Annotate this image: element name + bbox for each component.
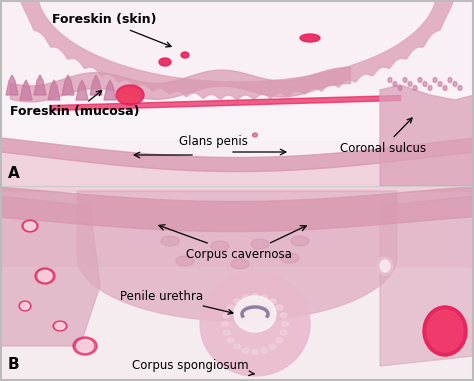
Ellipse shape: [21, 303, 29, 309]
Ellipse shape: [281, 253, 299, 263]
Ellipse shape: [280, 330, 287, 335]
Ellipse shape: [181, 52, 189, 58]
Polygon shape: [380, 85, 474, 186]
Ellipse shape: [423, 306, 467, 356]
Ellipse shape: [291, 236, 309, 246]
Ellipse shape: [211, 241, 229, 251]
Ellipse shape: [19, 301, 31, 311]
Ellipse shape: [393, 82, 397, 86]
Ellipse shape: [234, 344, 241, 349]
Ellipse shape: [458, 85, 462, 91]
Ellipse shape: [377, 257, 393, 275]
Ellipse shape: [251, 239, 269, 249]
Ellipse shape: [448, 77, 452, 83]
Bar: [0, 90, 474, 140]
Ellipse shape: [388, 77, 392, 83]
Text: B: B: [8, 357, 19, 372]
Ellipse shape: [413, 85, 417, 91]
Ellipse shape: [403, 77, 407, 83]
Ellipse shape: [38, 271, 52, 282]
Bar: [0, 0, 474, 186]
Polygon shape: [77, 191, 397, 321]
Ellipse shape: [53, 321, 67, 331]
Ellipse shape: [242, 295, 249, 300]
Ellipse shape: [423, 82, 427, 86]
Ellipse shape: [398, 85, 402, 91]
Ellipse shape: [200, 272, 310, 376]
Ellipse shape: [252, 293, 258, 298]
Text: Corpus spongiosum: Corpus spongiosum: [132, 360, 254, 376]
Ellipse shape: [22, 220, 38, 232]
Ellipse shape: [428, 85, 432, 91]
Ellipse shape: [227, 305, 234, 310]
Ellipse shape: [280, 313, 287, 318]
Ellipse shape: [276, 338, 283, 343]
Ellipse shape: [443, 85, 447, 91]
Ellipse shape: [300, 34, 320, 42]
Ellipse shape: [453, 82, 457, 86]
Polygon shape: [6, 75, 18, 95]
Ellipse shape: [223, 313, 230, 318]
Text: Foreskin (mucosa): Foreskin (mucosa): [10, 91, 139, 118]
Ellipse shape: [161, 236, 179, 246]
Ellipse shape: [221, 322, 228, 327]
Text: Corpus cavernosa: Corpus cavernosa: [186, 248, 292, 261]
Ellipse shape: [261, 295, 268, 300]
Ellipse shape: [427, 310, 463, 352]
Polygon shape: [20, 80, 32, 100]
Ellipse shape: [276, 305, 283, 310]
Ellipse shape: [433, 77, 437, 83]
Ellipse shape: [55, 322, 65, 330]
Ellipse shape: [77, 340, 93, 352]
Ellipse shape: [234, 299, 241, 304]
Text: Glans penis: Glans penis: [179, 135, 247, 148]
Ellipse shape: [176, 256, 194, 266]
Polygon shape: [0, 196, 100, 346]
Polygon shape: [48, 80, 60, 100]
Ellipse shape: [438, 82, 442, 86]
Ellipse shape: [159, 58, 171, 66]
Ellipse shape: [227, 338, 234, 343]
Text: A: A: [8, 166, 20, 181]
Ellipse shape: [261, 348, 268, 353]
Bar: [0, 186, 474, 381]
Ellipse shape: [119, 88, 141, 102]
Ellipse shape: [269, 299, 276, 304]
Ellipse shape: [242, 348, 249, 353]
Polygon shape: [34, 75, 46, 95]
Ellipse shape: [24, 222, 36, 230]
Polygon shape: [62, 75, 74, 95]
Ellipse shape: [252, 349, 258, 354]
Ellipse shape: [231, 259, 249, 269]
Ellipse shape: [269, 344, 276, 349]
Polygon shape: [76, 80, 88, 100]
Ellipse shape: [418, 77, 422, 83]
Ellipse shape: [73, 337, 97, 355]
Text: Coronal sulcus: Coronal sulcus: [340, 118, 426, 155]
Text: Foreskin (skin): Foreskin (skin): [52, 13, 171, 47]
Ellipse shape: [223, 330, 230, 335]
Ellipse shape: [408, 82, 412, 86]
Polygon shape: [19, 0, 455, 99]
Polygon shape: [90, 75, 102, 95]
Ellipse shape: [380, 260, 390, 272]
Ellipse shape: [253, 133, 257, 137]
Ellipse shape: [282, 322, 289, 327]
Polygon shape: [104, 80, 116, 100]
Text: Penile urethra: Penile urethra: [120, 290, 233, 314]
Ellipse shape: [116, 85, 144, 105]
Polygon shape: [380, 196, 474, 366]
Ellipse shape: [35, 268, 55, 284]
Ellipse shape: [234, 296, 276, 332]
